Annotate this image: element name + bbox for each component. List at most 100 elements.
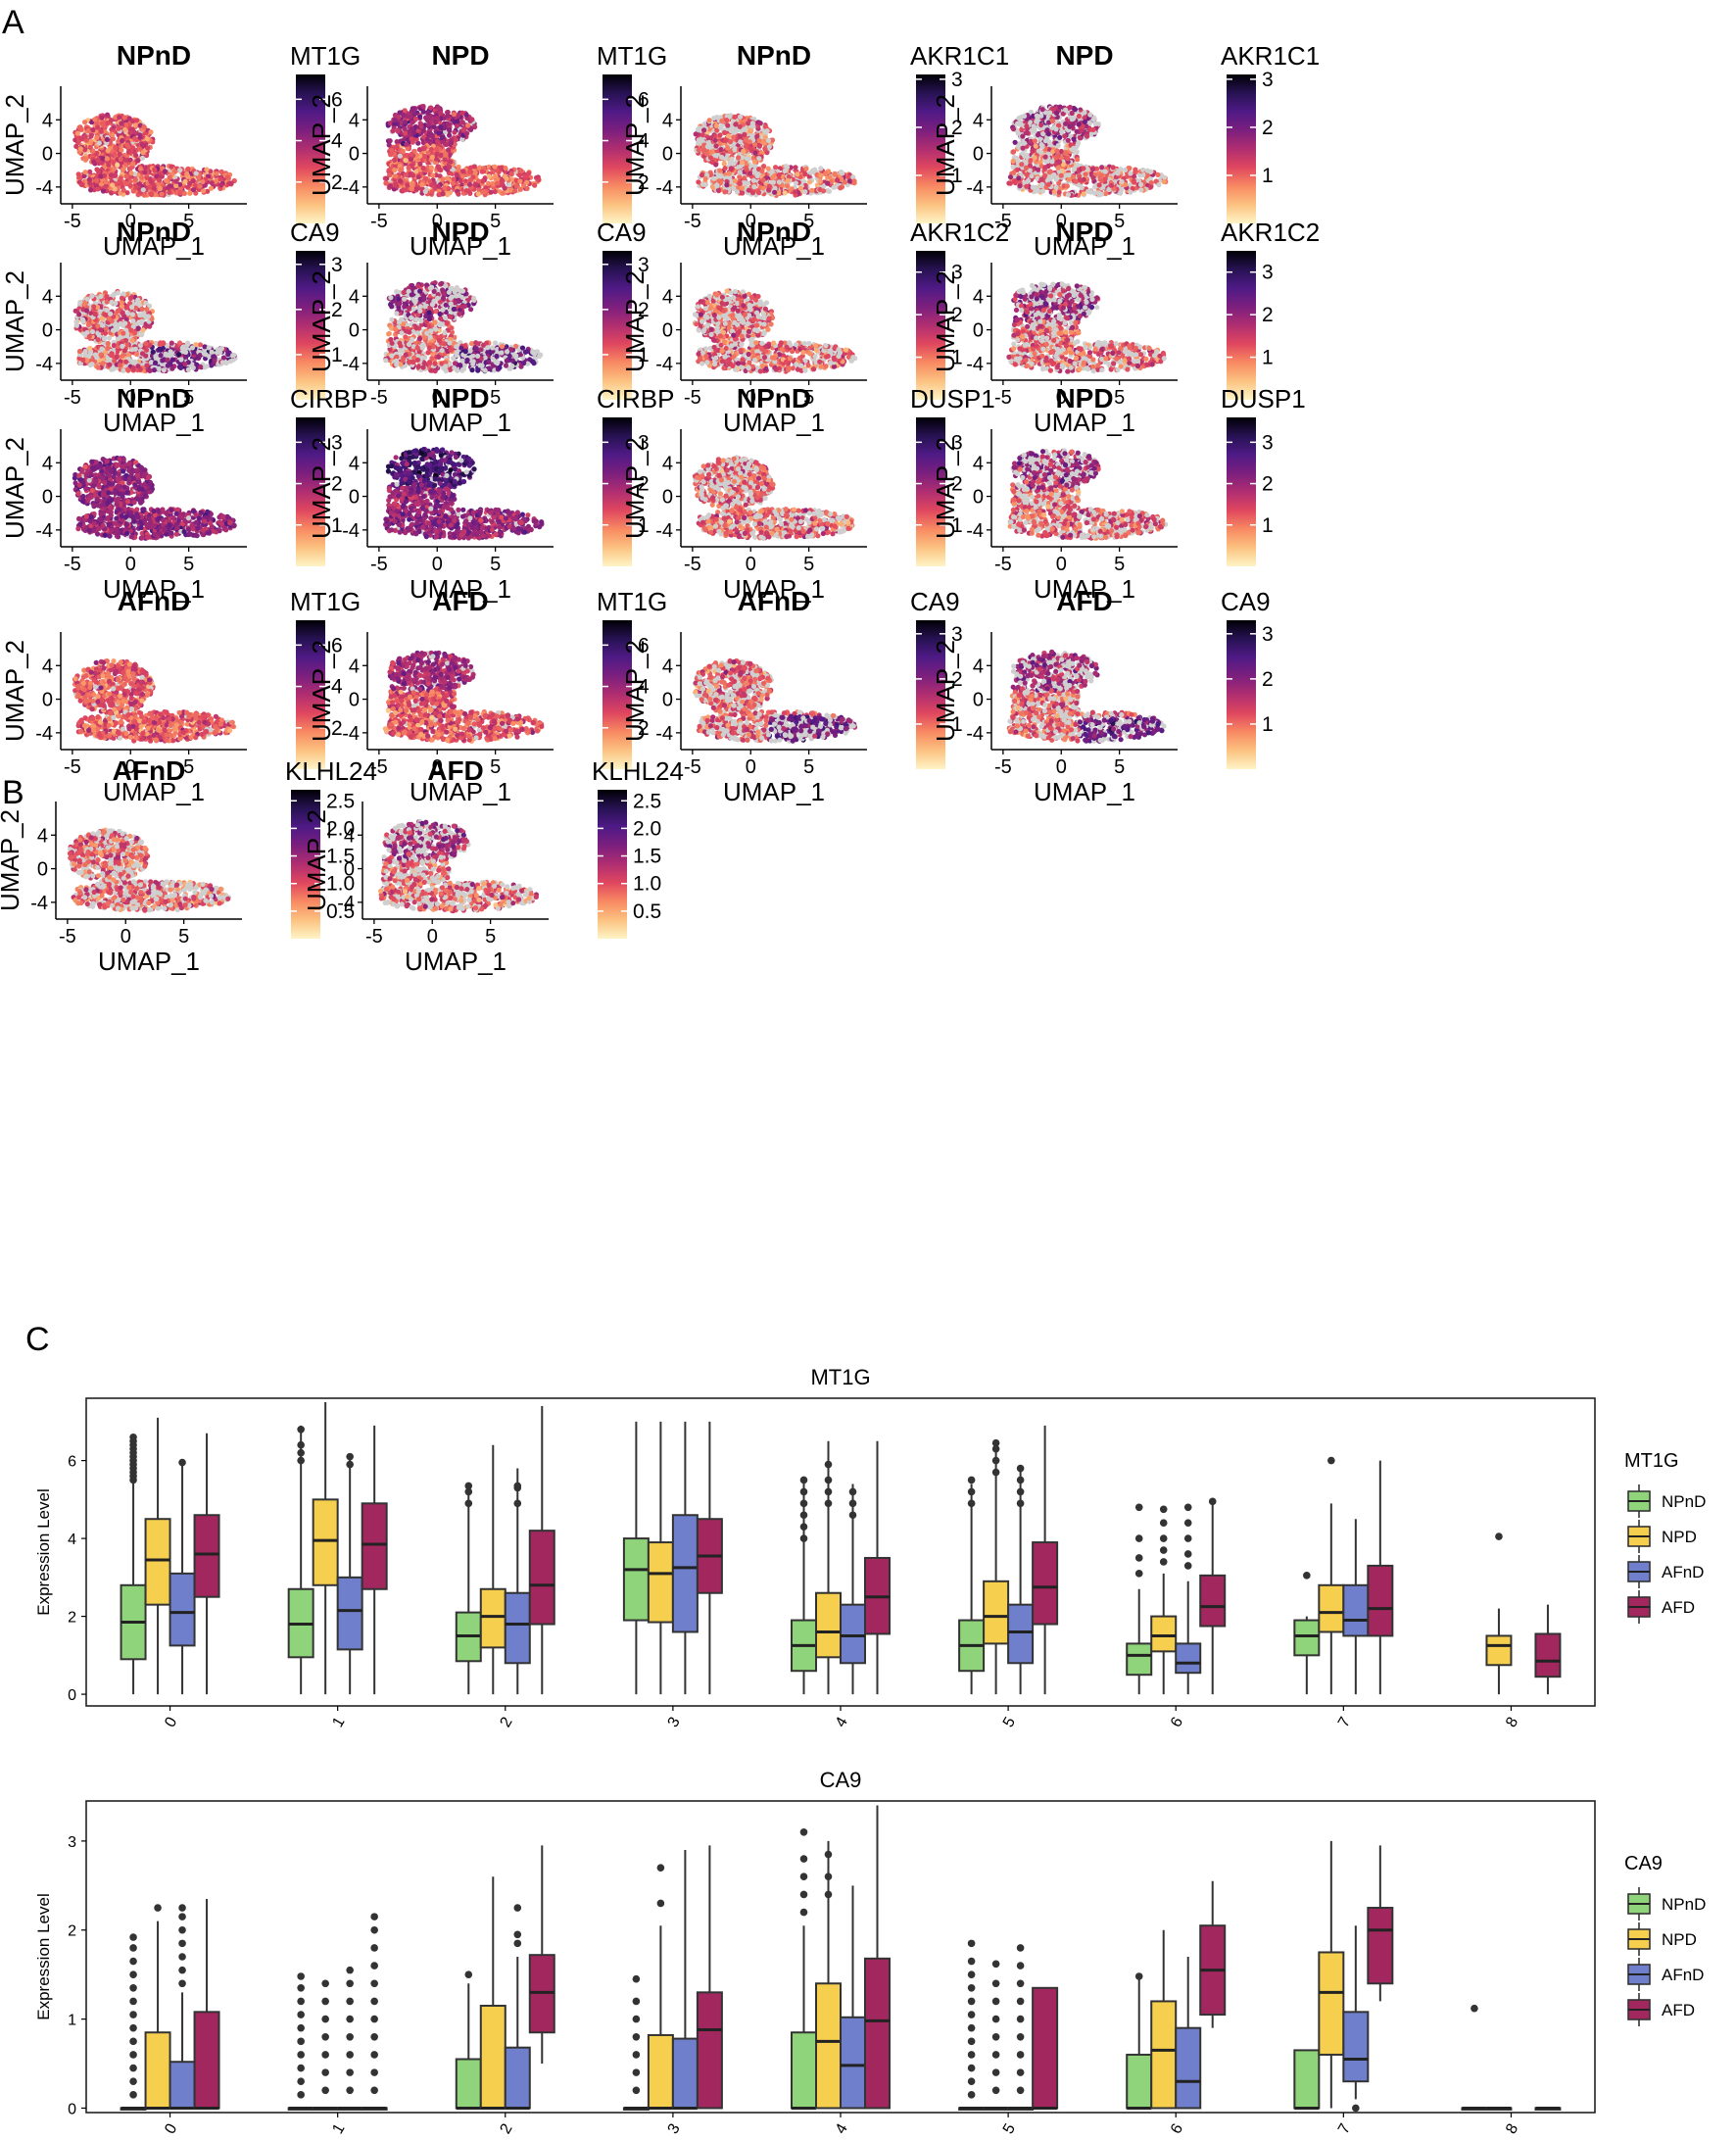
cell-point — [110, 182, 115, 187]
cell-point — [94, 167, 99, 171]
cell-point — [145, 136, 150, 141]
cell-point — [473, 170, 478, 175]
figure: A B C -5 0 540-4UMAP_1UMAP_2NPnD MT1G642-5 0… — [0, 0, 1736, 2140]
cell-point — [407, 166, 411, 170]
cell-point — [389, 148, 394, 153]
cell-point — [1066, 138, 1071, 143]
cell-point — [1090, 167, 1095, 171]
cell-point — [401, 113, 406, 118]
y-tick-label: 0 — [349, 144, 360, 166]
cell-point — [536, 177, 541, 182]
cell-point — [1035, 114, 1039, 119]
cell-point — [1083, 120, 1087, 124]
cell-point — [121, 188, 126, 193]
colorbar-tick-label: 3 — [1262, 69, 1274, 91]
cell-point — [744, 166, 748, 170]
cell-point — [141, 187, 146, 192]
cell-point — [125, 311, 130, 316]
cell-point — [1006, 180, 1011, 185]
cell-point — [1008, 174, 1013, 179]
cell-point — [121, 168, 125, 172]
cell-point — [419, 124, 424, 129]
cell-point — [90, 127, 95, 132]
colorbar-title: AKR1C1 — [1221, 41, 1320, 71]
cell-point — [421, 104, 426, 109]
cell-point — [504, 175, 508, 180]
cell-point — [435, 139, 440, 144]
cell-point — [1042, 165, 1047, 170]
cell-point — [473, 182, 478, 187]
cell-point — [119, 176, 123, 181]
cell-point — [95, 186, 100, 191]
cell-point — [1057, 160, 1062, 165]
colorbar — [1227, 74, 1256, 223]
cell-point — [125, 367, 130, 372]
cell-point — [82, 120, 87, 124]
cell-point — [1053, 126, 1058, 131]
cell-point — [700, 132, 705, 137]
cell-point — [77, 349, 82, 354]
cell-point — [187, 181, 192, 186]
cell-point — [732, 115, 737, 120]
cell-point — [738, 181, 743, 186]
cell-point — [740, 160, 745, 165]
y-tick-label: -4 — [35, 177, 53, 199]
cell-point — [447, 127, 452, 132]
cell-point — [1037, 149, 1041, 154]
cell-point — [463, 178, 468, 183]
cell-point — [429, 147, 434, 152]
cell-point — [204, 167, 209, 171]
cell-point — [807, 179, 812, 184]
cell-point — [439, 153, 444, 158]
cell-point — [162, 367, 167, 372]
cell-point — [831, 185, 836, 190]
cell-point — [1075, 157, 1080, 162]
cell-point — [398, 178, 403, 183]
cell-point — [115, 163, 120, 168]
cell-point — [390, 128, 395, 133]
cell-point — [185, 341, 190, 346]
cell-point — [725, 146, 730, 151]
cell-point — [1063, 151, 1068, 156]
cell-point — [107, 335, 112, 340]
cell-point — [1011, 170, 1016, 175]
cell-point — [86, 322, 91, 327]
cell-point — [1011, 126, 1016, 131]
cell-point — [702, 182, 707, 187]
cell-point — [1075, 129, 1080, 134]
cell-point — [404, 142, 409, 147]
cell-point — [94, 178, 99, 183]
y-tick-label: 4 — [349, 110, 360, 131]
cell-point — [526, 170, 531, 175]
cell-point — [802, 189, 807, 194]
cell-point — [77, 300, 82, 305]
cell-point — [105, 156, 110, 161]
cell-point — [87, 170, 92, 174]
cell-point — [426, 122, 431, 127]
cell-point — [73, 319, 78, 324]
cell-point — [1040, 189, 1045, 194]
figure-background — [0, 0, 1736, 2140]
y-tick-label: 4 — [662, 110, 673, 131]
cell-point — [122, 320, 127, 325]
cell-point — [186, 167, 191, 171]
cell-point — [1068, 105, 1073, 110]
cell-point — [437, 168, 442, 172]
cell-point — [421, 166, 426, 170]
cell-point — [436, 184, 441, 189]
cell-point — [756, 156, 761, 161]
cell-point — [524, 180, 529, 185]
y-tick-label: -4 — [342, 177, 360, 199]
cell-point — [1032, 123, 1037, 128]
cell-point — [214, 171, 218, 176]
cell-point — [1011, 149, 1016, 154]
cell-point — [1029, 173, 1034, 178]
cell-point — [747, 139, 752, 144]
cell-point — [127, 166, 132, 170]
cell-point — [1016, 175, 1021, 180]
cell-point — [697, 137, 701, 142]
cell-point — [393, 181, 398, 186]
cell-point — [757, 143, 762, 148]
cell-point — [438, 125, 443, 130]
cell-point — [1057, 135, 1062, 140]
